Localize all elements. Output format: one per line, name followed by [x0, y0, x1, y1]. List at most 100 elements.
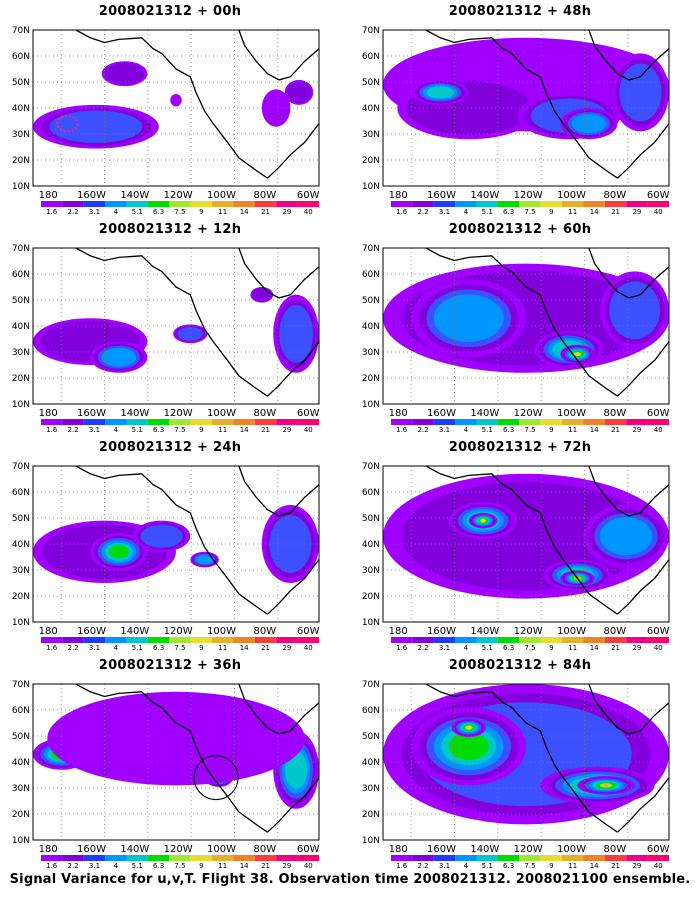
colorbar-swatch — [497, 201, 520, 207]
lat-label: 10N — [362, 182, 380, 192]
lat-label: 20N — [12, 374, 30, 384]
lon-label: 80W — [604, 626, 627, 637]
lat-label: 60N — [12, 270, 30, 280]
variance-contour — [279, 304, 314, 363]
map-svg: 70N 60N 50N 40N 30N 20N 10N 180 160W 140W 120W 100W… — [12, 26, 320, 215]
colorbar-swatch — [519, 855, 541, 861]
colorbar-label: 7.5 — [174, 644, 185, 651]
panel-title: 2008021312 + 48h — [448, 4, 592, 19]
map-svg: 70N 60N 50N 40N 30N 20N 10N 180 160W 140W 120W 100W… — [12, 680, 320, 869]
colorbar-label: 2.2 — [68, 862, 79, 869]
coastline — [425, 30, 669, 179]
forecast-panel-1: 2008021312 + 48h 70N 60N 50N 40N 30N 20N 10N 180… — [350, 0, 690, 215]
lon-label: 160W — [427, 190, 456, 201]
colorbar-swatch — [83, 855, 106, 861]
colorbar-label: 3.1 — [89, 208, 100, 215]
colorbar-label: 1.6 — [396, 208, 408, 215]
lat-label: 20N — [12, 592, 30, 602]
highlight-circle — [193, 755, 239, 801]
colorbar-swatch — [254, 855, 277, 861]
lat-label: 50N — [12, 296, 30, 306]
colorbar-swatch — [647, 201, 669, 207]
colorbar-label: 4 — [114, 208, 119, 215]
variance-contour — [170, 93, 182, 107]
lat-label: 70N — [12, 462, 30, 472]
colorbar-swatch — [147, 855, 170, 861]
lat-label: 50N — [362, 514, 380, 524]
colorbar-label: 2.2 — [418, 208, 429, 215]
lon-label: 180 — [39, 190, 58, 201]
colorbar-label: 40 — [654, 644, 663, 651]
lat-label: 20N — [12, 156, 30, 166]
colorbar-swatch — [297, 855, 319, 861]
variance-contour — [609, 281, 661, 340]
map-svg: 70N 60N 50N 40N 30N 20N 10N 180 160W 140W 120W 100W… — [362, 26, 670, 215]
colorbar-swatch — [276, 855, 298, 861]
coastline — [425, 248, 669, 397]
coastline — [588, 684, 669, 735]
colorbar-label: 1.6 — [46, 208, 58, 215]
colorbar-label: 14 — [240, 208, 249, 215]
colorbar-label: 40 — [304, 208, 313, 215]
lon-label: 160W — [77, 844, 106, 855]
colorbar-label: 9 — [199, 644, 203, 651]
colorbar-swatch — [562, 419, 584, 425]
colorbar-label: 7.5 — [174, 862, 185, 869]
colorbar-label: 1.6 — [396, 644, 408, 651]
lat-label: 20N — [362, 156, 380, 166]
colorbar-swatch — [455, 419, 477, 425]
lat-label: 60N — [362, 270, 380, 280]
colorbar-label: 6.3 — [503, 208, 514, 215]
lat-label: 10N — [12, 400, 30, 410]
lat-label: 40N — [362, 540, 380, 550]
lon-label: 100W — [557, 190, 586, 201]
colorbar-swatch — [455, 201, 477, 207]
map-frame — [382, 683, 670, 841]
colorbar-swatch — [212, 419, 234, 425]
colorbar-label: 9 — [549, 644, 553, 651]
colorbar-swatch — [647, 855, 669, 861]
lon-label: 100W — [207, 408, 236, 419]
colorbar-swatch — [233, 419, 255, 425]
colorbar-swatch — [583, 201, 605, 207]
colorbar-label: 11 — [218, 426, 227, 433]
lat-label: 40N — [362, 322, 380, 332]
colorbar-swatch — [391, 637, 413, 643]
colorbar-label: 40 — [654, 208, 663, 215]
lat-label: 40N — [362, 104, 380, 114]
colorbar-swatch — [41, 855, 63, 861]
panel-title: 2008021312 + 84h — [448, 658, 592, 673]
colorbar-swatch — [412, 419, 434, 425]
lat-label: 10N — [362, 400, 380, 410]
variance-contour — [269, 515, 312, 573]
lon-label: 160W — [427, 626, 456, 637]
lon-label: 120W — [514, 844, 543, 855]
lon-label: 140W — [120, 408, 149, 419]
lat-label: 60N — [12, 706, 30, 716]
lat-label: 30N — [12, 784, 30, 794]
colorbar-label: 4 — [114, 426, 119, 433]
lon-label: 180 — [389, 626, 408, 637]
variance-contour — [251, 288, 272, 302]
lon-label: 140W — [120, 844, 149, 855]
colorbar-label: 40 — [304, 426, 313, 433]
variance-contour — [619, 63, 662, 122]
colorbar-label: 3.1 — [89, 426, 100, 433]
colorbar-swatch — [297, 419, 319, 425]
colorbar-swatch — [276, 637, 298, 643]
map-svg: 70N 60N 50N 40N 30N 20N 10N 180 160W 140W 120W 100W… — [12, 462, 320, 651]
lon-label: 160W — [77, 190, 106, 201]
colorbar-swatch — [391, 419, 413, 425]
lat-label: 30N — [12, 566, 30, 576]
colorbar-label: 2.2 — [68, 644, 79, 651]
lat-label: 40N — [12, 540, 30, 550]
colorbar-label: 5.1 — [482, 208, 493, 215]
lon-label: 60W — [647, 190, 670, 201]
forecast-panel-0: 2008021312 + 00h 70N 60N 50N 40N 30N 20N 10N 180… — [0, 0, 340, 215]
colorbar-swatch — [83, 201, 106, 207]
colorbar-swatch — [190, 201, 213, 207]
colorbar-label: 11 — [568, 644, 577, 651]
colorbar-swatch — [604, 855, 627, 861]
lon-label: 120W — [164, 844, 193, 855]
colorbar-swatch — [276, 419, 298, 425]
